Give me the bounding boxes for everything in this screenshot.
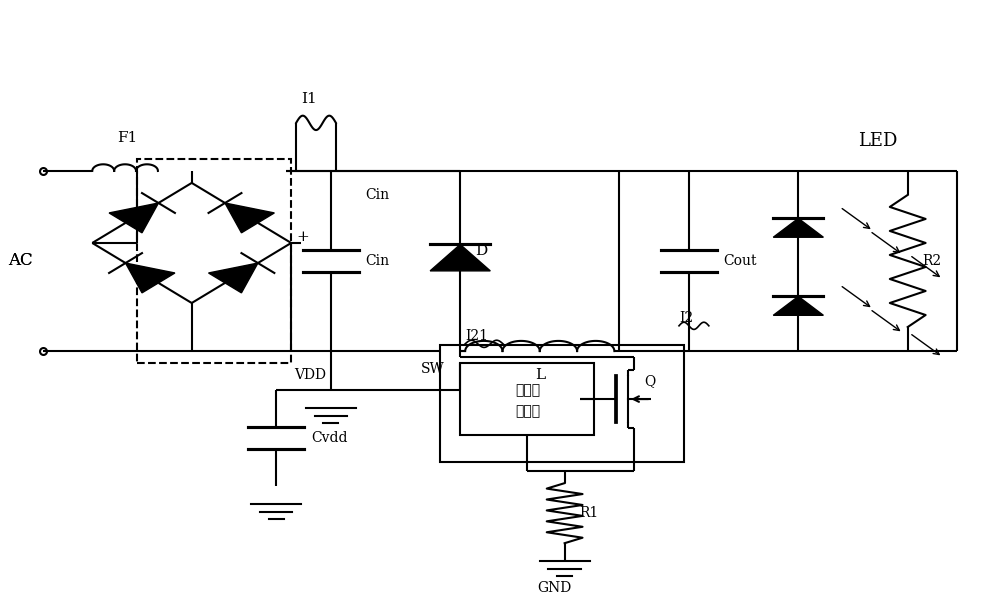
Polygon shape: [430, 244, 490, 271]
Text: Cvdd: Cvdd: [311, 431, 348, 445]
Text: 制电路: 制电路: [515, 404, 540, 418]
Text: R2: R2: [923, 254, 942, 268]
Text: F1: F1: [117, 131, 137, 145]
Text: I21: I21: [465, 329, 488, 343]
Text: I2: I2: [679, 311, 693, 325]
Text: 恒流控: 恒流控: [515, 383, 540, 397]
Bar: [137, 159, 291, 363]
Text: R1: R1: [580, 506, 599, 520]
Text: VDD: VDD: [294, 368, 326, 382]
Text: Cin: Cin: [366, 188, 390, 202]
Text: GND: GND: [538, 581, 572, 595]
Polygon shape: [225, 203, 274, 233]
Polygon shape: [773, 296, 823, 315]
Bar: [460, 363, 594, 435]
Text: L: L: [535, 368, 545, 382]
Text: Q: Q: [644, 374, 655, 388]
Text: Cin: Cin: [366, 254, 390, 268]
Polygon shape: [773, 218, 823, 238]
Text: AC: AC: [8, 253, 32, 270]
Bar: [440, 345, 684, 462]
Polygon shape: [209, 263, 258, 293]
Text: +: +: [296, 230, 309, 244]
Polygon shape: [109, 203, 158, 233]
Text: D: D: [475, 244, 487, 258]
Text: Cout: Cout: [724, 254, 757, 268]
Text: I1: I1: [301, 92, 317, 106]
Polygon shape: [126, 263, 175, 293]
Text: LED: LED: [858, 132, 898, 150]
Text: AC: AC: [8, 253, 32, 270]
Text: SW: SW: [420, 362, 444, 376]
